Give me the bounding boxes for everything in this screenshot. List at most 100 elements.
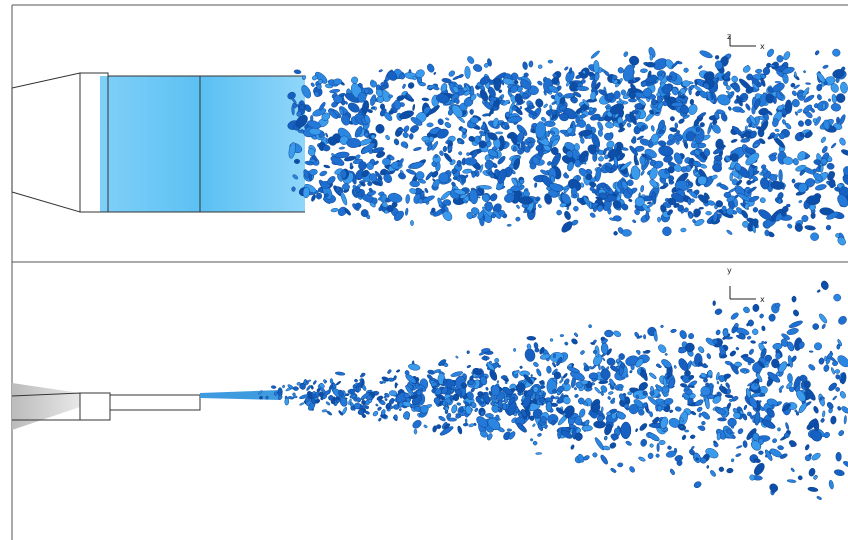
vortex-blob [842,460,848,469]
vortex-blob [498,365,501,368]
vortex-blob [775,303,780,307]
vortex-blob [515,216,521,221]
vortex-blob [387,192,403,204]
vortex-blob [651,125,655,132]
vortex-blob [570,444,575,450]
vortex-blob [666,376,669,379]
vortex-blob [657,343,668,354]
vortex-blob [797,120,804,128]
vortex-blob [831,367,836,375]
vortex-blob [293,386,299,390]
vortex-blob [306,385,311,391]
vortex-blob [693,480,702,489]
vortex-blob [679,329,688,340]
vortex-blob [839,390,847,399]
vortex-blob [694,399,704,408]
vortex-blob [513,146,516,151]
vortex-blob [375,403,378,406]
vortex-blob [806,195,820,205]
vortex-blob [491,386,500,396]
vortex-blob [620,147,628,151]
vortex-blob [592,378,597,381]
vortex-blob [697,346,705,354]
vortex-blob [813,405,820,413]
vortex-blob [465,419,467,424]
vortex-blob [818,313,828,325]
vortex-blob [736,445,743,449]
vortex-blob [773,96,777,104]
vortex-blob [536,368,543,377]
vortex-blob [660,185,667,190]
vortex-blob [737,427,744,434]
vortex-blob [675,123,678,129]
vortex-blob [658,144,675,157]
vortex-blob [580,114,586,119]
vortex-blob [371,392,375,398]
vortex-blob [387,369,392,374]
vortex-blob [629,370,632,374]
vortex-blob [529,61,534,68]
vortex-blob [822,64,828,69]
vortex-blob [580,350,586,356]
vortex-blob [726,208,733,215]
vortex-blob [437,118,445,126]
vortex-blob [725,394,734,398]
vortex-blob [782,114,785,117]
vortex-blob [333,78,342,84]
vortex-blob [656,363,660,367]
vortex-blob [537,204,542,209]
vortex-blob [788,319,803,329]
vortex-blob [785,100,792,114]
vortex-blob [660,325,664,328]
vortex-blob [735,362,742,367]
vortex-blob [604,436,608,441]
vortex-blob [501,375,508,379]
vortex-blob [414,429,417,434]
vortex-blob [768,314,775,322]
vortex-blob [840,148,848,156]
vortex-blob [816,84,823,92]
vortex-blob [621,90,626,96]
vortex-blob [458,74,464,79]
vortex-blob [765,230,770,236]
vortex-blob [474,407,479,412]
axis-label: x [760,42,765,51]
vortex-blob [326,410,332,416]
vortex-blob [385,134,391,140]
vortex-blob [397,172,406,181]
vortex-blob [834,469,845,477]
vortex-blob [556,209,563,216]
vortex-blob [594,72,600,81]
vortex-blob [729,350,737,357]
vortex-blob [319,170,328,177]
vortex-blob [755,383,758,386]
vortex-blob [650,54,653,60]
vortex-blob [753,304,760,312]
vortex-blob [375,123,386,134]
vortex-blob [657,443,660,452]
vortex-blob [700,122,705,127]
vortex-blob [782,50,791,61]
vortex-blob [323,164,330,168]
vortex-blob [755,69,762,74]
vortex-blob [427,123,434,127]
vortex-blob [690,435,695,440]
vortex-blob [638,456,646,462]
vortex-blob [598,156,604,162]
vortex-blob [523,73,528,78]
vortex-blob [602,357,605,361]
vortex-blob [640,69,648,73]
vortex-blob [355,203,362,210]
vortex-blob [514,80,518,84]
vortex-blob [310,385,314,390]
nozzle [80,393,110,420]
vortex-blob [603,149,607,155]
vortex-blob [580,137,585,144]
vortex-blob [768,482,780,494]
vortex-blob [726,468,733,473]
vortex-blob [659,440,666,445]
vortex-blob [717,418,726,422]
vortex-blob [550,338,553,341]
vortex-blob [811,452,822,462]
vortex-blob [682,81,690,87]
